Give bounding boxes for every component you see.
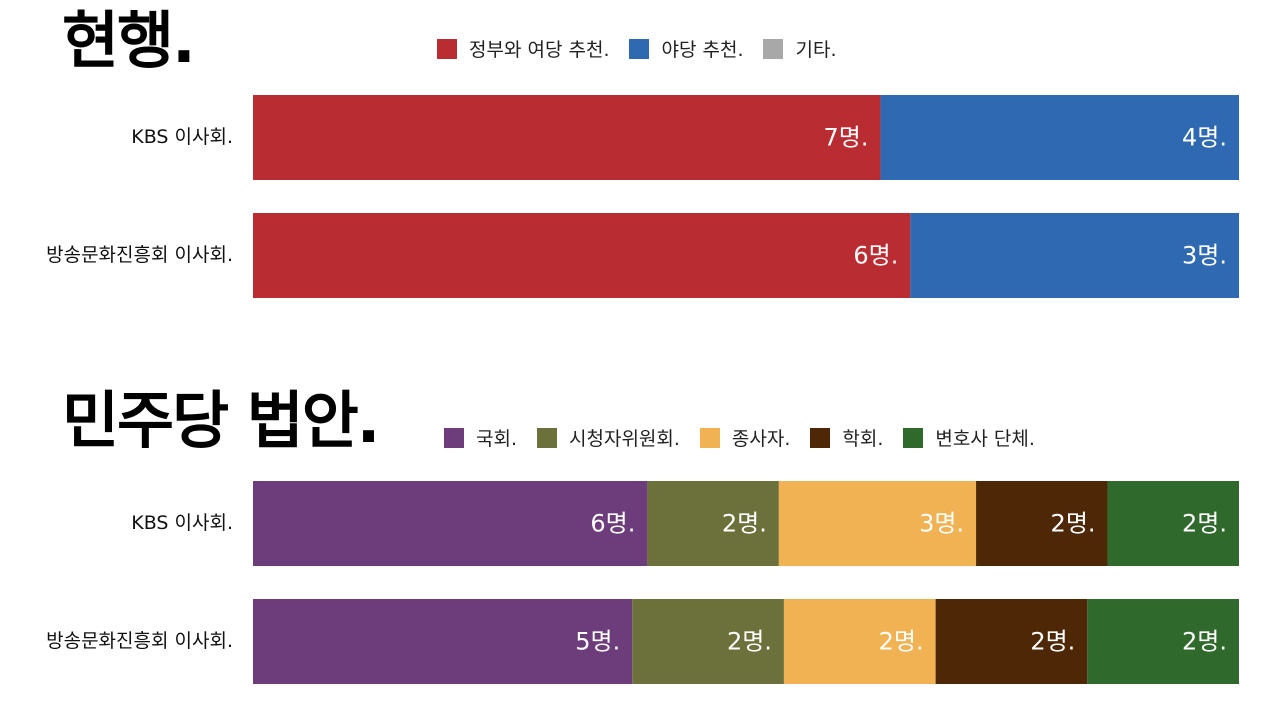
legend-swatch-employees — [699, 427, 720, 448]
legend-label-assembly: 국회. — [476, 428, 517, 450]
chart-title-current: 현행. — [62, 4, 196, 77]
legend-label-lawyers: 변호사 단체. — [935, 428, 1035, 450]
bar-segment — [253, 599, 633, 684]
bar-segment — [935, 599, 1088, 684]
legend-bill: 국회. 시청자위원회. 종사자. 학회. 변호사 단체. — [444, 424, 1035, 451]
data-label: 7명. — [823, 124, 868, 152]
category-label: 방송문화진흥회 이사회. — [46, 244, 233, 266]
data-label: 5명. — [575, 628, 620, 656]
bar-segment — [253, 213, 911, 298]
legend-item-assembly: 국회. — [444, 424, 517, 451]
chart-current: KBS 이사회. 7명. 4명. 방송문화진흥회 이사회. 6명. 3명. — [46, 95, 1239, 298]
legend-swatch-academia — [810, 427, 831, 448]
legend-item-lawyers: 변호사 단체. — [903, 424, 1035, 451]
bar-segment — [647, 481, 779, 566]
legend-swatch-opposition — [629, 38, 650, 59]
legend-swatch-assembly — [444, 427, 464, 448]
category-label: 방송문화진흥회 이사회. — [46, 630, 233, 652]
legend-label-other: 기타. — [795, 39, 837, 61]
legend-item-other: 기타. — [763, 35, 836, 62]
category-label: KBS 이사회. — [131, 126, 233, 148]
legend-label-employees: 종사자. — [731, 428, 791, 450]
data-label: 3명. — [1182, 242, 1227, 270]
data-label: 6명. — [590, 510, 635, 538]
legend-item-opposition: 야당 추천. — [629, 35, 743, 62]
legend-item-academia: 학회. — [810, 424, 883, 451]
legend-swatch-viewers — [537, 427, 557, 448]
legend-swatch-lawyers — [903, 427, 924, 448]
bar-segment — [910, 213, 1239, 298]
legend-label-academia: 학회. — [842, 428, 884, 450]
data-label: 2명. — [879, 628, 924, 656]
bar-segment — [1107, 481, 1239, 566]
chart-bill: KBS 이사회. 6명. 2명. 3명. 2명. 2명. 방송문화진흥회 이사회. 5명. 2명… — [46, 481, 1239, 684]
category-label: KBS 이사회. — [131, 512, 233, 534]
bar-segment — [778, 481, 977, 566]
bar-segment — [253, 95, 881, 180]
data-label: 2명. — [722, 510, 767, 538]
legend-current: 정부와 여당 추천. 야당 추천. 기타. — [437, 35, 836, 62]
bar-segment — [976, 481, 1108, 566]
bar-segment — [880, 95, 1239, 180]
bar-segment — [632, 599, 784, 684]
data-label: 2명. — [1030, 628, 1075, 656]
data-label: 3명. — [919, 510, 964, 538]
data-label: 2명. — [1182, 628, 1227, 656]
data-label: 2명. — [727, 628, 772, 656]
data-label: 2명. — [1051, 510, 1096, 538]
legend-swatch-ruling — [437, 38, 457, 59]
bar-segment — [783, 599, 936, 684]
legend-swatch-other — [763, 38, 784, 59]
legend-item-employees: 종사자. — [699, 424, 791, 451]
bar-segment — [1087, 599, 1239, 684]
legend-label-viewers: 시청자위원회. — [569, 428, 680, 450]
legend-item-ruling: 정부와 여당 추천. — [437, 35, 609, 62]
data-label: 4명. — [1182, 124, 1227, 152]
legend-label-opposition: 야당 추천. — [661, 39, 744, 61]
chart-title-bill: 민주당 법안. — [62, 384, 380, 457]
legend-label-ruling: 정부와 여당 추천. — [469, 39, 610, 61]
data-label: 6명. — [853, 242, 898, 270]
data-label: 2명. — [1182, 510, 1227, 538]
legend-item-viewers: 시청자위원회. — [537, 424, 680, 451]
bar-segment — [253, 481, 648, 566]
